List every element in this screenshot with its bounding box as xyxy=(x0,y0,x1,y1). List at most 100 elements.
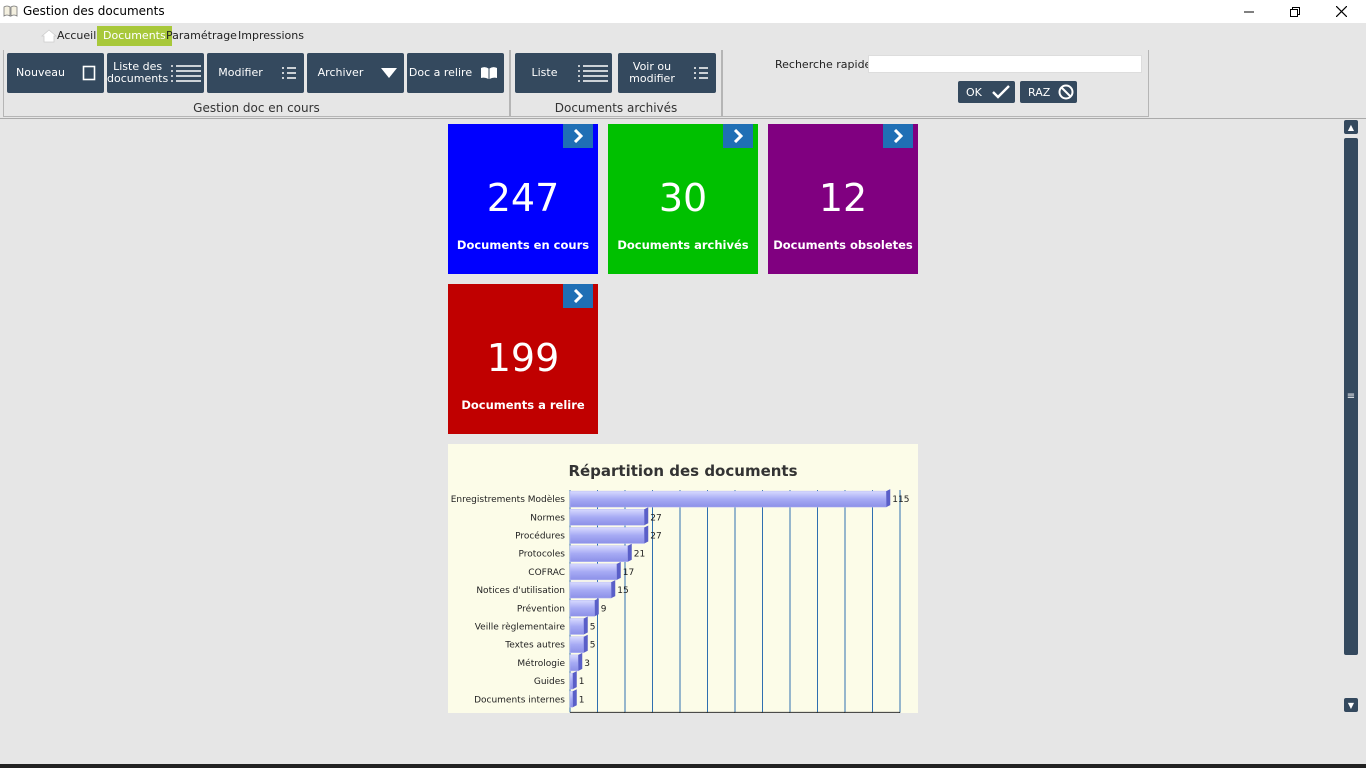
bar-side xyxy=(627,543,632,562)
doc-reread-button-label: Doc a relire xyxy=(408,66,473,79)
bar-side xyxy=(578,652,583,671)
bar-side xyxy=(616,561,621,580)
view-edit-button[interactable]: Voir ou modifier xyxy=(618,53,716,93)
tile-open-button[interactable] xyxy=(563,284,593,308)
new-button[interactable]: Nouveau xyxy=(7,53,104,93)
tile-label: Documents obsoletes xyxy=(773,238,913,252)
group-archived-docs: Liste Voir ou modifier xyxy=(510,50,722,117)
data-label: 15 xyxy=(617,586,628,596)
tile-label: Documents a relire xyxy=(461,398,585,412)
bar-side xyxy=(594,598,599,617)
archived-list-button[interactable]: Liste xyxy=(515,53,612,93)
bar xyxy=(569,563,617,581)
data-label: 21 xyxy=(634,550,645,560)
data-label: 3 xyxy=(584,659,590,669)
caret-down-icon xyxy=(374,53,404,93)
edit-button-label: Modifier xyxy=(218,66,263,79)
bar xyxy=(569,654,579,672)
menu-documents[interactable]: Documents xyxy=(97,26,172,46)
quick-search-input[interactable] xyxy=(868,55,1142,73)
new-button-label: Nouveau xyxy=(16,66,65,79)
chevron-right-icon xyxy=(893,129,903,143)
document-list-label-1: Liste des xyxy=(113,60,163,73)
bar-side xyxy=(572,671,577,690)
quick-search-label: Recherche rapide xyxy=(775,58,872,71)
tile-open-button[interactable] xyxy=(563,124,593,148)
category-label: Métrologie xyxy=(517,658,565,669)
category-label: Normes xyxy=(530,513,565,523)
restore-icon xyxy=(1290,6,1300,17)
distribution-chart: Répartition des documents Enregistrement… xyxy=(448,444,918,713)
scroll-up-button[interactable]: ▲ xyxy=(1344,120,1358,134)
prohibited-icon xyxy=(1058,84,1074,100)
data-label: 17 xyxy=(623,568,634,578)
doc-reread-button[interactable]: Doc a relire xyxy=(407,53,504,93)
book-icon xyxy=(3,5,18,17)
data-label: 1 xyxy=(579,677,585,687)
tile-count: 247 xyxy=(486,176,560,220)
group-current-label: Gestion doc en cours xyxy=(193,101,320,115)
group-current-docs: Nouveau Liste des documents xyxy=(3,50,510,117)
bar xyxy=(569,636,584,653)
bar-side xyxy=(583,634,588,653)
data-label: 5 xyxy=(590,641,596,651)
bar xyxy=(569,581,612,599)
category-label: Documents internes xyxy=(474,695,565,705)
open-book-icon xyxy=(474,53,504,93)
minimize-icon xyxy=(1244,11,1254,12)
close-button[interactable] xyxy=(1318,0,1364,23)
home-icon xyxy=(41,29,57,43)
new-document-icon xyxy=(74,53,104,93)
data-label: 9 xyxy=(601,604,607,614)
data-label: 1 xyxy=(579,695,585,705)
vertical-scrollbar[interactable]: ▲ ≡ ▼ xyxy=(1343,119,1359,713)
tile-documents-archives[interactable]: 30 Documents archivés xyxy=(608,124,758,274)
list-icon xyxy=(574,53,612,93)
view-edit-label-1: Voir ou xyxy=(632,60,672,73)
chevron-right-icon xyxy=(733,129,743,143)
bar-side xyxy=(644,525,649,544)
tile-label: Documents archivés xyxy=(617,238,749,252)
menu-accueil[interactable]: Accueil xyxy=(57,29,97,42)
tile-documents-obsoletes[interactable]: 12 Documents obsoletes xyxy=(768,124,918,274)
restore-button[interactable] xyxy=(1272,0,1318,23)
menu-impressions[interactable]: Impressions xyxy=(238,29,304,42)
search-ok-label: OK xyxy=(966,85,982,99)
bar-side xyxy=(644,507,649,526)
window-title: Gestion des documents xyxy=(23,4,165,18)
bar xyxy=(569,509,645,526)
category-label: Textes autres xyxy=(504,641,565,651)
archive-button-label: Archiver xyxy=(317,66,364,79)
tile-count: 199 xyxy=(486,336,560,380)
archive-button[interactable]: Archiver xyxy=(307,53,404,93)
category-label: COFRAC xyxy=(528,568,565,578)
tile-open-button[interactable] xyxy=(723,124,753,148)
menu-parametrage[interactable]: Paramétrage xyxy=(166,29,237,42)
scroll-down-button[interactable]: ▼ xyxy=(1344,698,1358,712)
data-label: 5 xyxy=(590,623,596,633)
bar xyxy=(569,672,573,690)
minimize-button[interactable] xyxy=(1226,0,1272,23)
group-archived-label: Documents archivés xyxy=(554,101,678,115)
checkmark-icon xyxy=(992,85,1010,99)
tile-open-button[interactable] xyxy=(883,124,913,148)
search-ok-button[interactable]: OK xyxy=(958,81,1015,103)
list-icon xyxy=(168,53,204,93)
tile-count: 12 xyxy=(818,176,868,220)
taskbar-edge xyxy=(0,764,1366,768)
archived-list-label: Liste xyxy=(531,66,558,79)
bar-side xyxy=(611,580,616,599)
chevron-right-icon xyxy=(573,129,583,143)
ribbon: Nouveau Liste des documents xyxy=(0,48,1366,119)
bar-side xyxy=(583,616,588,635)
chevron-right-icon xyxy=(573,289,583,303)
edit-button[interactable]: Modifier xyxy=(207,53,304,93)
search-reset-button[interactable]: RAZ xyxy=(1020,81,1077,103)
document-list-button[interactable]: Liste des documents xyxy=(107,53,204,93)
close-icon xyxy=(1335,6,1347,17)
tile-documents-en-cours[interactable]: 247 Documents en cours xyxy=(448,124,598,274)
scroll-thumb[interactable]: ≡ xyxy=(1344,138,1358,655)
tile-documents-a-relire[interactable]: 199 Documents a relire xyxy=(448,284,598,434)
bar xyxy=(569,545,628,562)
